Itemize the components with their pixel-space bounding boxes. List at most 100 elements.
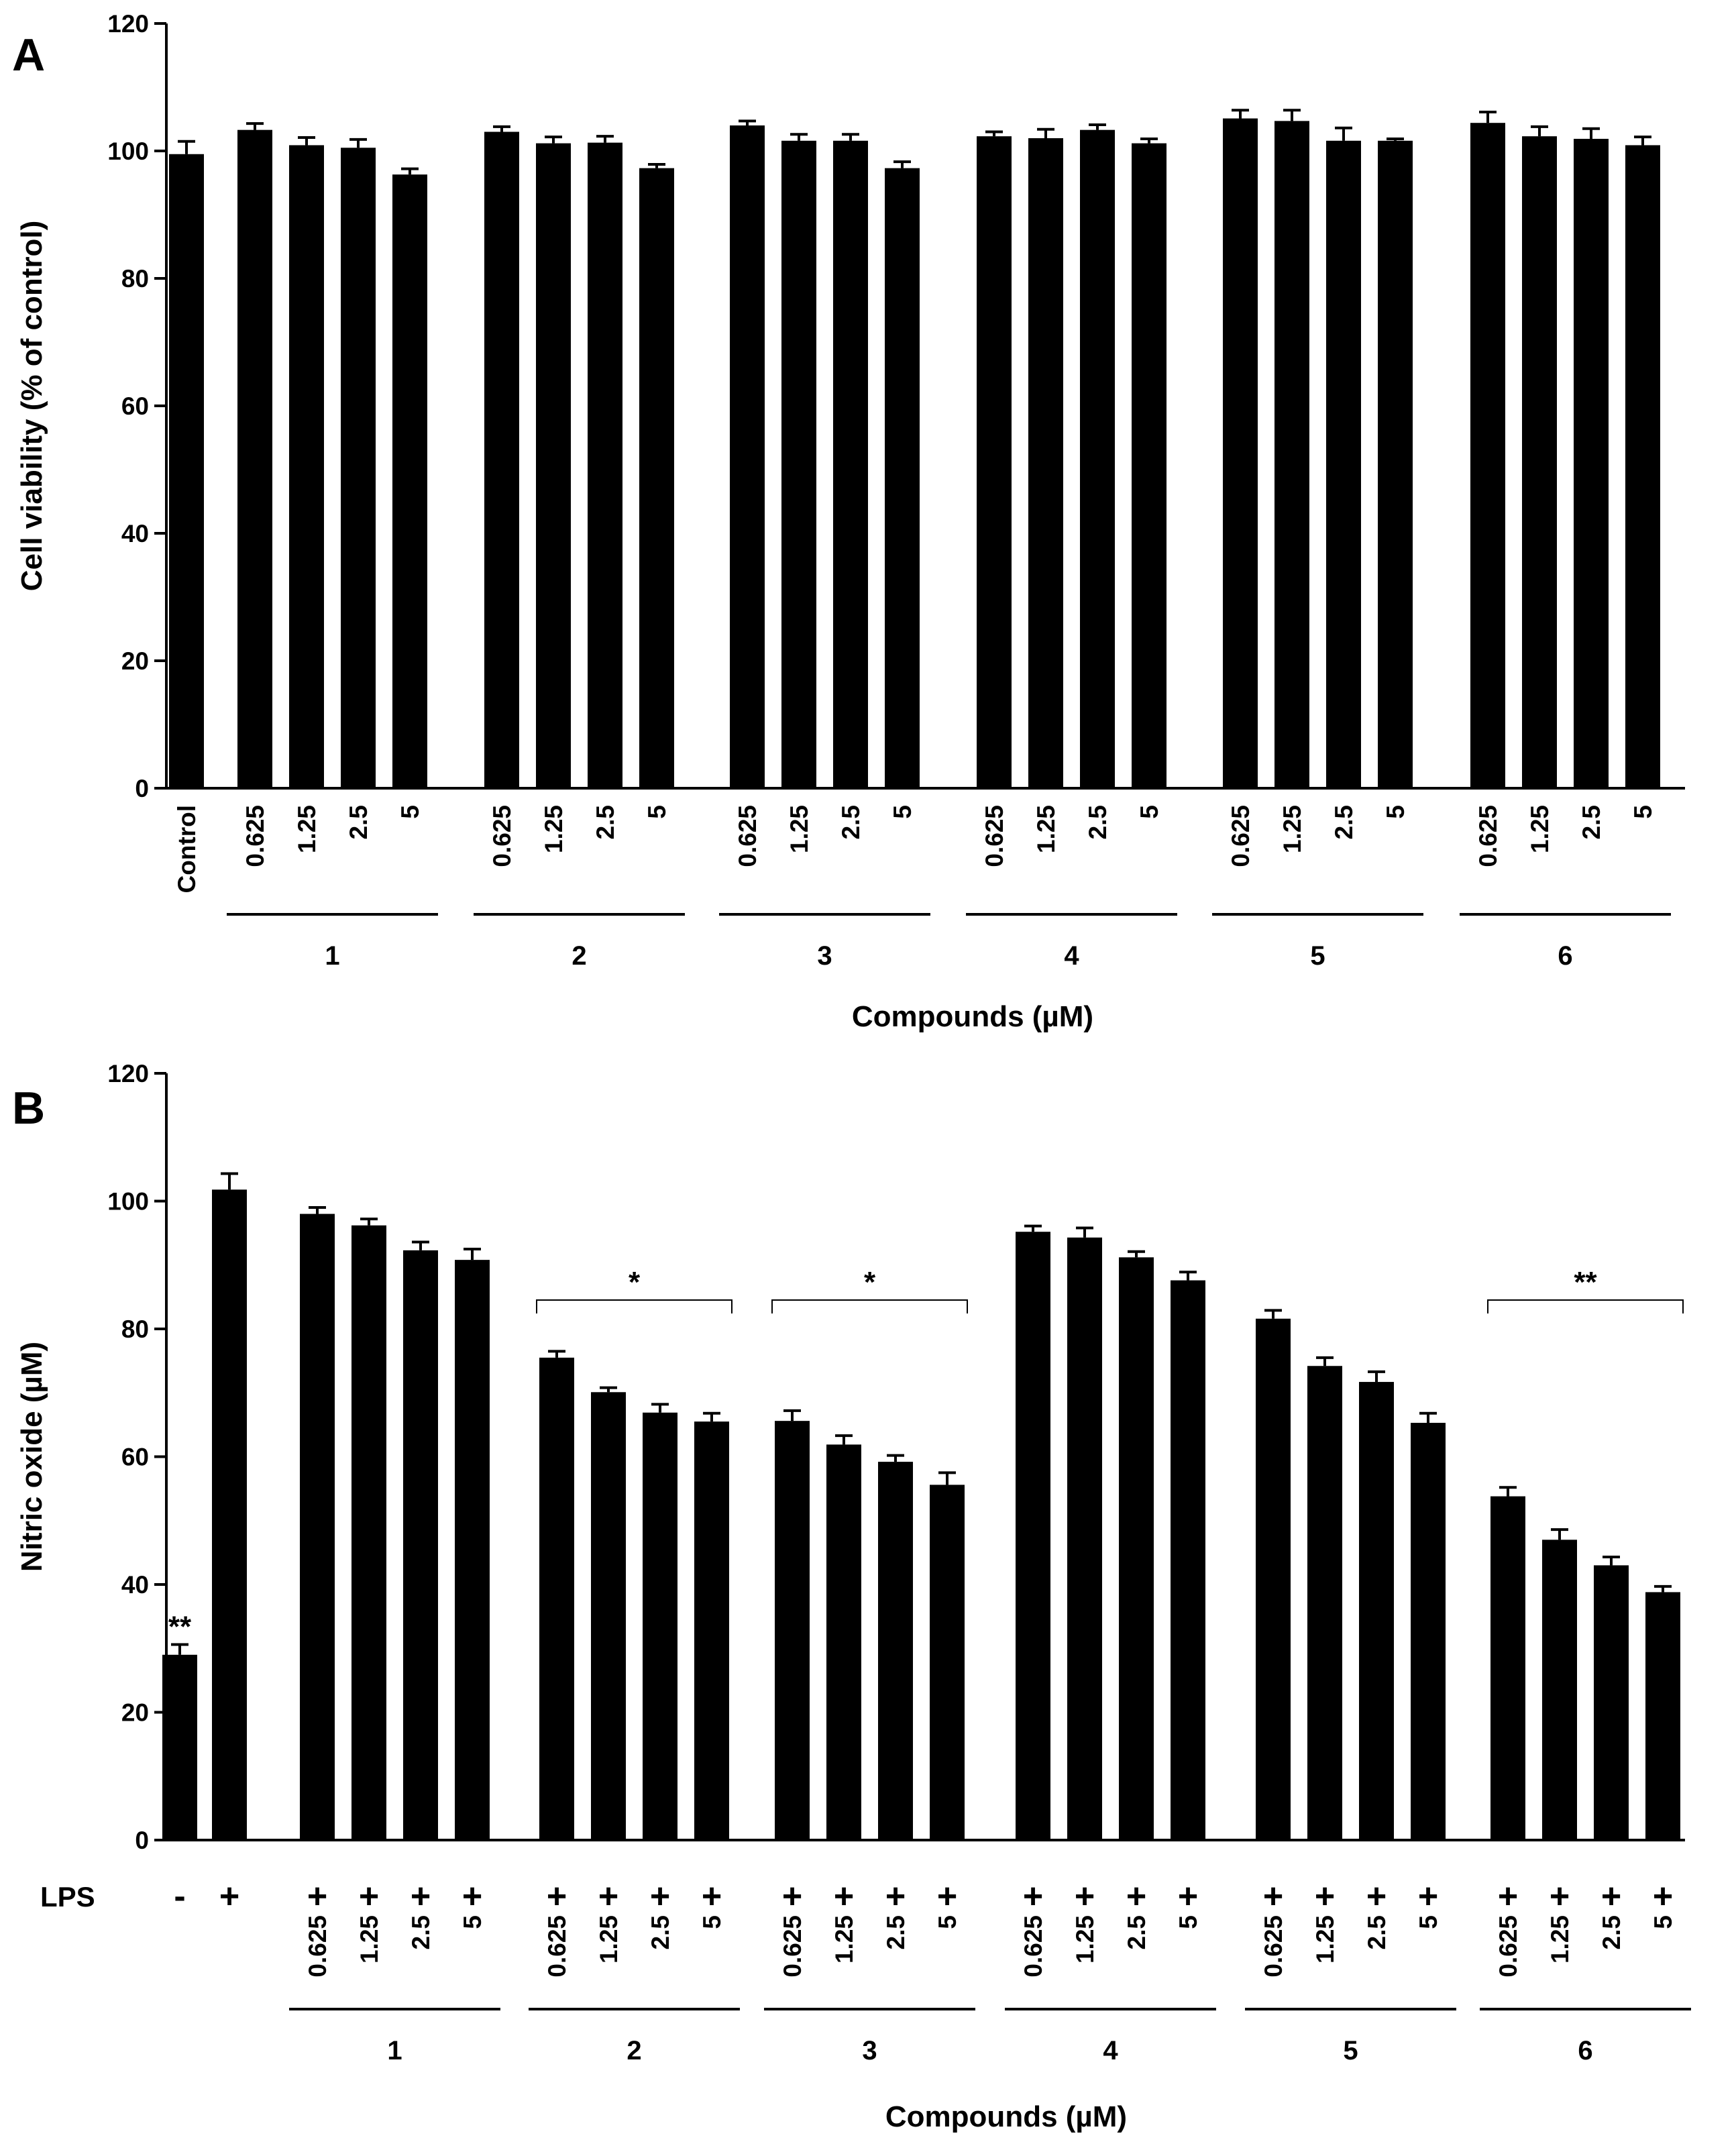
concentration-label-a: 2.5 [1084,805,1111,839]
bar-a-compound-3-conc-2 [833,140,868,789]
bar-b-compound-1-conc-3 [455,1260,490,1840]
concentration-label-a: 1.25 [785,805,813,853]
bar-control [169,154,204,788]
bar-b-compound-6-conc-0 [1490,1496,1525,1840]
y-tick-label-b: 80 [121,1315,149,1343]
concentration-label-b: 0.625 [304,1915,331,1978]
bar-b-compound-1-conc-0 [300,1214,335,1840]
lps-plus-sign: + [1601,1877,1621,1916]
group-label-b-2: 2 [627,2036,641,2065]
significance-label-compound-6: ** [1574,1266,1597,1299]
concentration-label-b: 1.25 [356,1915,383,1963]
y-tick-label-a: 100 [107,138,149,165]
bar-a-compound-5-conc-2 [1326,140,1361,789]
y-tick-label-b: 20 [121,1699,149,1727]
bar-b-compound-6-conc-1 [1542,1540,1577,1840]
concentration-label-b: 2.5 [647,1915,674,1949]
lps-plus-sign: + [1263,1877,1283,1916]
lps-plus-sign: + [1023,1877,1043,1916]
concentration-label-a: 5 [1629,805,1657,819]
x-axis-title-b: Compounds (µM) [885,2100,1127,2133]
lps-plus-sign: + [1178,1877,1198,1916]
group-label-b-3: 3 [862,2036,877,2065]
y-tick-label-a: 0 [135,775,149,802]
lps-plus-sign: + [411,1877,431,1916]
concentration-label-a: 5 [889,805,916,819]
bar-b-compound-5-conc-3 [1411,1423,1446,1840]
bar-b-compound-4-conc-3 [1171,1280,1205,1840]
bar-b-compound-4-conc-1 [1067,1237,1102,1840]
concentration-label-a: 0.625 [241,805,269,867]
lps-plus-sign: + [937,1877,957,1916]
lps-plus-sign: + [1653,1877,1673,1916]
bar-a-compound-6-conc-1 [1522,136,1557,788]
concentration-label-b: 0.625 [1260,1915,1287,1978]
bar-a-compound-2-conc-0 [484,131,519,788]
bar-a-compound-5-conc-0 [1223,118,1258,789]
category-label-control: Control [173,805,201,894]
lps-plus-sign: + [307,1877,327,1916]
x-axis-title-a: Compounds (µM) [852,1000,1093,1033]
lps-plus-sign: + [598,1877,618,1916]
y-tick-label-b: 0 [135,1827,149,1854]
concentration-label-a: 2.5 [1330,805,1358,839]
concentration-label-b: 5 [1649,1915,1677,1929]
lps-plus-sign: + [1550,1877,1570,1916]
concentration-label-a: 1.25 [1279,805,1306,853]
bar-b-compound-1-conc-1 [351,1225,386,1840]
significance-label-compound-2: * [629,1266,641,1299]
concentration-label-a: 0.625 [981,805,1008,867]
y-tick-label-a: 80 [121,265,149,292]
y-tick-label-b: 100 [107,1188,149,1216]
group-label-a-1: 1 [325,941,339,971]
significance-label-compound-3: * [864,1266,876,1299]
bar-b-compound-5-conc-1 [1307,1366,1342,1840]
significance-bracket-3 [771,1299,968,1313]
lps-minus-sign: - [174,1877,185,1916]
bar-b-compound-3-conc-0 [775,1421,810,1840]
group-label-b-1: 1 [387,2036,402,2065]
lps-plus-sign: + [1075,1877,1095,1916]
bar-a-compound-5-conc-1 [1274,121,1309,789]
bar-a-compound-4-conc-1 [1028,138,1063,788]
bar-a-compound-2-conc-1 [536,143,571,789]
lps-plus-sign: + [885,1877,906,1916]
lps-plus-sign: + [219,1877,239,1916]
bar-a-compound-1-conc-2 [341,148,376,788]
bar-a-compound-1-conc-3 [392,174,427,788]
lps-plus-sign: + [1126,1877,1146,1916]
bar-b-compound-2-conc-3 [694,1421,729,1840]
bar-b-compound-5-conc-0 [1256,1318,1291,1840]
concentration-label-a: 0.625 [1227,805,1254,867]
concentration-label-b: 5 [698,1915,726,1929]
concentration-label-a: 5 [1136,805,1163,819]
concentration-label-b: 5 [459,1915,486,1929]
concentration-label-a: 1.25 [1032,805,1060,853]
y-tick-label-a: 120 [107,10,149,38]
lps-plus-sign: + [547,1877,567,1916]
concentration-label-b: 5 [934,1915,961,1929]
concentration-label-b: 0.625 [543,1915,571,1978]
concentration-label-a: 2.5 [1578,805,1605,839]
bar-b-compound-1-conc-2 [403,1250,438,1840]
lps-plus-sign: + [1366,1877,1387,1916]
significance-label-lps-negative: ** [168,1611,192,1644]
concentration-label-b: 1.25 [1071,1915,1099,1963]
concentration-label-b: 0.625 [1495,1915,1522,1978]
lps-plus-sign: + [834,1877,854,1916]
y-tick-label-a: 60 [121,392,149,420]
lps-plus-sign: + [1498,1877,1518,1916]
concentration-label-a: 5 [643,805,671,819]
bar-b-compound-4-conc-0 [1016,1232,1050,1840]
group-label-b-4: 4 [1103,2036,1118,2065]
significance-bracket-2 [536,1299,733,1313]
bar-a-compound-6-conc-0 [1470,123,1505,788]
bar-a-compound-1-conc-0 [237,129,272,788]
bar-a-compound-4-conc-0 [977,136,1012,788]
bar-a-compound-2-conc-2 [588,142,622,788]
group-label-a-5: 5 [1310,941,1325,971]
concentration-label-a: 5 [396,805,424,819]
bar-a-compound-4-conc-2 [1080,129,1115,788]
y-axis-title-b: Nitric oxide (µM) [15,1342,48,1572]
